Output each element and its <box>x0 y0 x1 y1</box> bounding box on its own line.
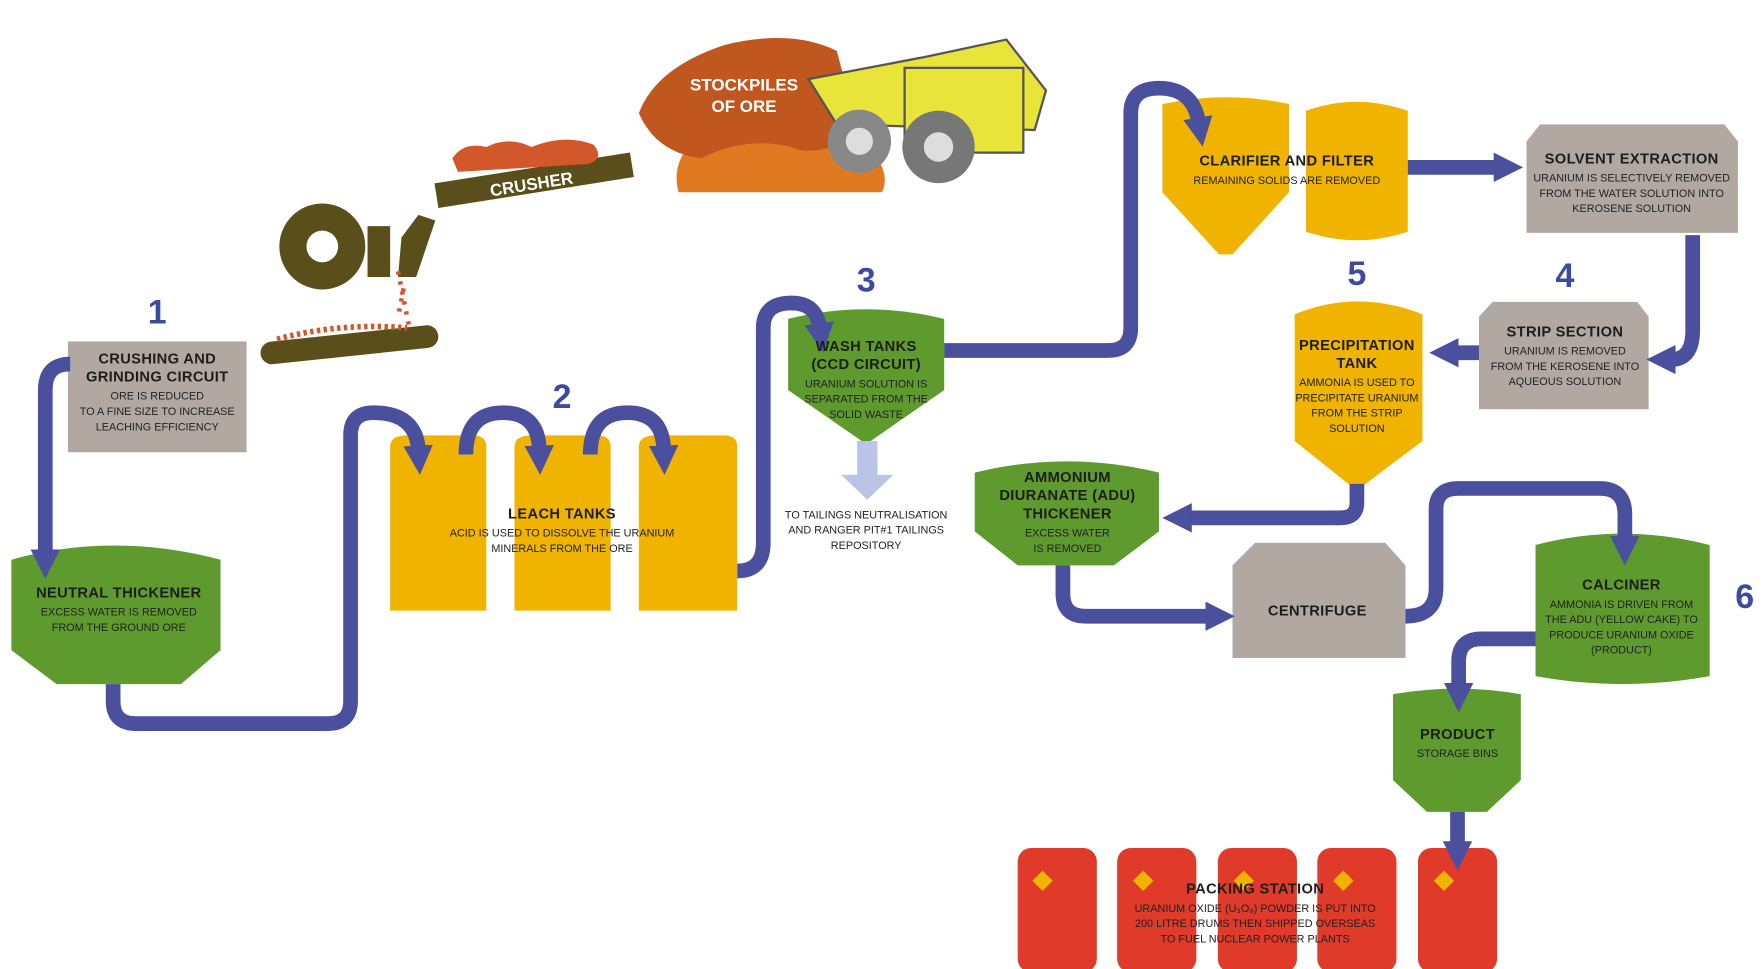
node-title: STRIP SECTION <box>1507 324 1624 340</box>
node-description: THE ADU (YELLOW CAKE) TO <box>1545 614 1698 626</box>
stockpile-label: OF ORE <box>712 97 777 116</box>
node-title: GRINDING CIRCUIT <box>86 370 229 386</box>
node-description: URANIUM OXIDE (U₃O₈) POWDER IS PUT INTO <box>1135 903 1376 915</box>
node-description: MINERALS FROM THE ORE <box>491 543 632 555</box>
node-title: DIURANATE (ADU) <box>999 488 1135 504</box>
stockpile-label: STOCKPILES <box>690 75 798 94</box>
step-number: 4 <box>1556 257 1575 295</box>
node-title: (CCD CIRCUIT) <box>811 357 921 373</box>
node-description: TO FUEL NUCLEAR POWER PLANTS <box>1161 933 1350 945</box>
node-description: PRECIPITATE URANIUM <box>1295 392 1418 404</box>
node-title: LEACH TANKS <box>508 506 616 522</box>
page: STOCKPILES OF ORE CRUSHER 1CRUSHING ANDG… <box>0 0 1764 969</box>
node-description: SEPARATED FROM THE <box>804 394 928 406</box>
node-description: EXCESS WATER <box>1025 528 1110 540</box>
node-title: PACKING STATION <box>1186 882 1324 898</box>
node-description: URANIUM IS REMOVED <box>1504 346 1626 358</box>
node-description: FROM THE KEROSENE INTO <box>1491 361 1639 373</box>
step-number: 6 <box>1735 578 1754 616</box>
node-description: FROM THE WATER SOLUTION INTO <box>1539 188 1724 200</box>
node-description: AND RANGER PIT#1 TAILINGS <box>788 525 944 537</box>
node-title: CENTRIFUGE <box>1268 604 1367 620</box>
node-title: SOLVENT EXTRACTION <box>1545 151 1719 167</box>
step-number: 3 <box>857 262 876 300</box>
step-number: 1 <box>148 293 167 331</box>
node-title: AMMONIUM <box>1024 470 1111 486</box>
process-diagram: STOCKPILES OF ORE CRUSHER 1CRUSHING ANDG… <box>0 0 1764 969</box>
node-title: CRUSHING AND <box>98 351 216 367</box>
node-title: CLARIFIER AND FILTER <box>1199 154 1374 170</box>
node-description: REPOSITORY <box>831 540 902 552</box>
node-description: EXCESS WATER IS REMOVED <box>41 607 197 619</box>
node-description: SOLUTION <box>1329 423 1384 435</box>
step-number: 2 <box>553 378 572 416</box>
node-description: IS REMOVED <box>1033 543 1101 555</box>
node-description: AMMONIA IS USED TO <box>1299 377 1414 389</box>
node-description: AMMONIA IS DRIVEN FROM <box>1550 599 1693 611</box>
node-title: NEUTRAL THICKENER <box>36 585 201 601</box>
node-description: 200 LITRE DRUMS THEN SHIPPED OVERSEAS <box>1135 918 1375 930</box>
step-number: 5 <box>1347 255 1366 293</box>
node-title: PRECIPITATION <box>1299 338 1415 354</box>
node-description: URANIUM IS SELECTIVELY REMOVED <box>1533 173 1730 185</box>
node-description: SOLID WASTE <box>829 409 903 421</box>
node-title: WASH TANKS <box>816 339 917 355</box>
node-title: THICKENER <box>1023 506 1112 522</box>
node-description: FROM THE STRIP <box>1311 408 1402 420</box>
node-description: FROM THE GROUND ORE <box>52 622 186 634</box>
node-description: TO A FINE SIZE TO INCREASE <box>80 406 235 418</box>
node-description: REMAINING SOLIDS ARE REMOVED <box>1193 175 1380 187</box>
node-title: CALCINER <box>1582 578 1661 594</box>
node-description: AQUEOUS SOLUTION <box>1509 376 1622 388</box>
node-description: PRODUCE URANIUM OXIDE <box>1549 629 1694 641</box>
node-description: STORAGE BINS <box>1417 748 1498 760</box>
node-description: (PRODUCT) <box>1591 645 1652 657</box>
node-description: ACID IS USED TO DISSOLVE THE URANIUM <box>450 528 675 540</box>
artwork <box>11 38 1738 969</box>
node-description: ORE IS REDUCED <box>111 391 205 403</box>
node-description: KEROSENE SOLUTION <box>1572 203 1691 215</box>
node-title: PRODUCT <box>1420 727 1495 743</box>
node-title: TANK <box>1336 356 1377 372</box>
node-description: LEACHING EFFICIENCY <box>96 421 219 433</box>
node-description: URANIUM SOLUTION IS <box>805 378 927 390</box>
node-description: TO TAILINGS NEUTRALISATION <box>785 509 948 521</box>
